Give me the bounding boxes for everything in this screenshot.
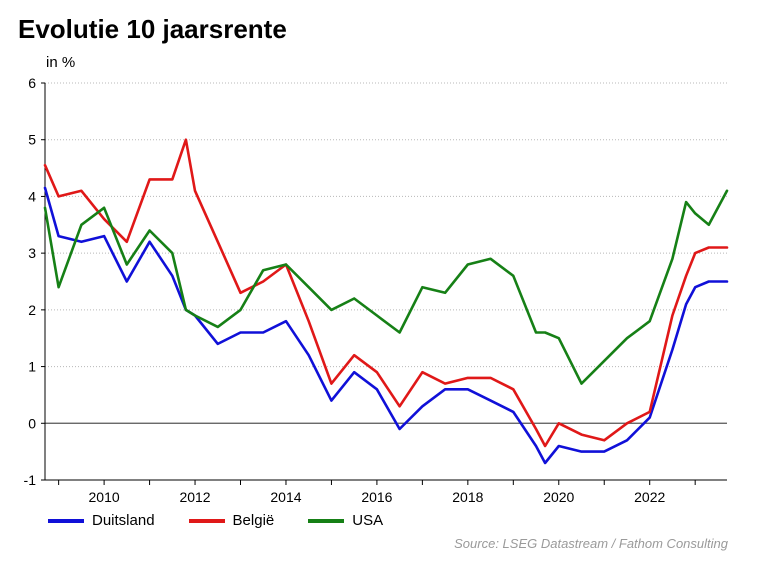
- legend-swatch-belgie: [188, 518, 225, 523]
- axes: -1 0 1 2 3 4 5 6 2010 2012 2014 2016 2018 2020 2022: [24, 75, 727, 505]
- series-lines: [43, 138, 729, 465]
- x-tick-label: 2014: [270, 489, 301, 505]
- grid-lines: [45, 82, 727, 424]
- x-tick-label: 2022: [634, 489, 665, 505]
- y-axis-unit-label: in %: [46, 54, 76, 71]
- legend-item-duitsland: Duitsland: [48, 512, 155, 529]
- x-tick-label: 2018: [452, 489, 483, 505]
- series-line-usa: [43, 189, 729, 385]
- y-tick-label: 6: [28, 75, 36, 91]
- legend-item-usa: USA: [308, 512, 383, 529]
- y-tick-label: -1: [24, 472, 37, 488]
- y-tick-label: 4: [28, 188, 36, 204]
- chart-title: Evolutie 10 jaarsrente: [18, 14, 287, 44]
- series-line-belgie: [43, 138, 729, 448]
- y-tick-label: 3: [28, 245, 36, 261]
- source-note: Source: LSEG Datastream / Fathom Consult…: [454, 536, 728, 551]
- series-line-duitsland: [43, 186, 729, 465]
- legend-item-belgie: België: [188, 512, 275, 529]
- y-tick-label: 1: [28, 359, 36, 375]
- legend-label-usa: USA: [352, 512, 384, 529]
- y-tick-label: 5: [28, 132, 36, 148]
- x-tick-label: 2020: [543, 489, 574, 505]
- y-tick-label: 0: [28, 415, 36, 431]
- x-tick-label: 2012: [179, 489, 210, 505]
- legend: Duitsland België USA: [48, 512, 383, 529]
- legend-swatch-usa: [308, 518, 345, 523]
- x-tick-label: 2016: [361, 489, 392, 505]
- legend-label-belgie: België: [232, 512, 275, 529]
- x-tick-label: 2010: [89, 489, 120, 505]
- legend-label-duitsland: Duitsland: [92, 512, 155, 529]
- legend-swatch-duitsland: [48, 518, 84, 523]
- y-tick-label: 2: [28, 302, 36, 318]
